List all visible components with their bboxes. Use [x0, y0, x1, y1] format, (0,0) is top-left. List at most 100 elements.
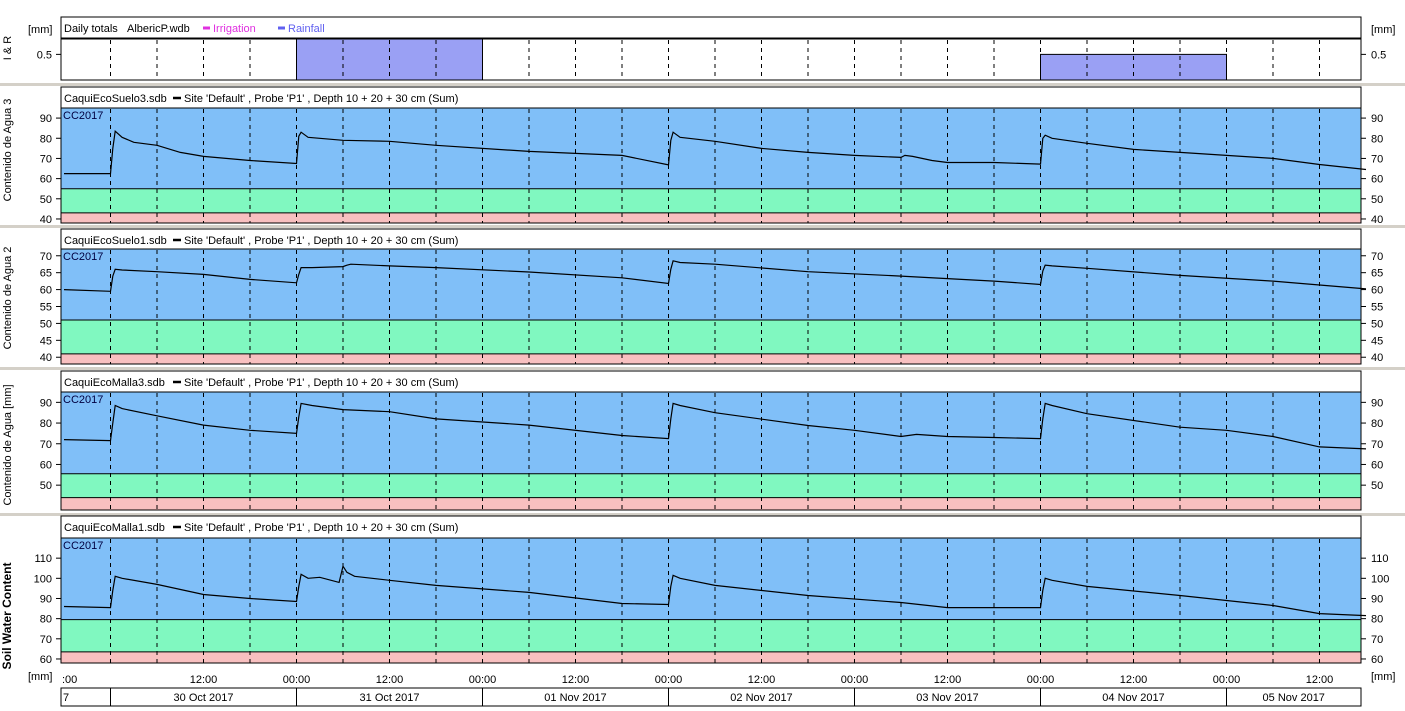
bottom-unit-right: [mm]: [1371, 671, 1395, 683]
full-band: [61, 392, 1361, 474]
time-tick-label: 12:00: [190, 674, 218, 686]
band-label: CC2017: [63, 540, 103, 552]
y-tick-label-left: 45: [40, 335, 52, 347]
date-label: 05 Nov 2017: [1263, 692, 1325, 704]
y-tick-label-right: 65: [1371, 268, 1383, 280]
time-tick-label: 00:00: [841, 674, 869, 686]
y-tick-label-right: 90: [1371, 593, 1383, 605]
band-label: CC2017: [63, 110, 103, 122]
y-tick-label-left: 70: [40, 634, 52, 646]
y-tick-label-left: 60: [40, 654, 52, 666]
y-tick-label-right: 80: [1371, 133, 1383, 145]
y-axis-label: Contenido de Agua [mm]: [2, 384, 14, 505]
y-tick-label-right: 60: [1371, 459, 1383, 471]
legend-text: Site 'Default' , Probe 'P1' , Depth 10 +…: [184, 377, 458, 389]
y-tick-label-right: 60: [1371, 285, 1383, 297]
y-tick-label-left: 110: [34, 553, 52, 565]
y-tick-label-right: 45: [1371, 335, 1383, 347]
panel-splitter: [0, 83, 1405, 86]
time-tick-label: 00:00: [1027, 674, 1055, 686]
panel-soil-water-mm: 50 50 60 60 70 70 80 80 90 90 Contenido de Agua [m…: [2, 370, 1383, 511]
time-axis: :00 12:00 00:00 12:00 00:00 12:00 00:00 12:00 00…: [60, 662, 1362, 707]
date-label: 03 Nov 2017: [916, 692, 978, 704]
y-tick-label-right: 80: [1371, 614, 1383, 626]
time-tick-label: 12:00: [748, 674, 776, 686]
optimal-band: [61, 473, 1361, 498]
y-tick-label-right: 50: [1371, 318, 1383, 330]
y-tick-label-left: 70: [40, 251, 52, 263]
time-tick-label: 12:00: [934, 674, 962, 686]
bottom-unit-left: [mm]: [28, 671, 52, 683]
y-axis-label: I & R: [2, 36, 14, 61]
y-tick-label-left: 80: [40, 614, 52, 626]
time-tick-label: 12:00: [1306, 674, 1334, 686]
stress-band: [61, 497, 1361, 510]
full-band: [61, 249, 1361, 321]
plot-frame: [60, 107, 1362, 224]
chart-title: Daily totals: [64, 23, 118, 35]
date-label: 04 Nov 2017: [1102, 692, 1164, 704]
y-tick-label-right: 110: [1371, 553, 1389, 565]
date-label: 31 Oct 2017: [360, 692, 420, 704]
y-tick-label-right: 70: [1371, 439, 1383, 451]
panel-splitter: [0, 225, 1405, 228]
date-label-partial: 7: [63, 692, 69, 704]
soil-water-trace: [63, 402, 1367, 450]
full-band: [61, 108, 1361, 189]
time-tick-label: 12:00: [1120, 674, 1148, 686]
legend-text: Site 'Default' , Probe 'P1' , Depth 10 +…: [184, 522, 458, 534]
band-label: CC2017: [63, 251, 103, 263]
y-tick-label-left: 100: [34, 573, 52, 585]
legend-rainfall: Rainfall: [288, 23, 325, 35]
y-tick-label-left: 50: [40, 480, 52, 492]
y-tick-label-left: 40: [40, 214, 52, 226]
file-name: CaquiEcoMalla3.sdb: [64, 377, 165, 389]
y-tick-label-left: 70: [40, 153, 52, 165]
panel-soil-water-2: 40 40 45 45 50 50 55 55 60 60 65 65 70 70 Contenido de…: [2, 228, 1383, 365]
unit-label-right: [mm]: [1371, 24, 1395, 36]
file-name: CaquiEcoSuelo3.sdb: [64, 93, 167, 105]
y-tick-label-right: 90: [1371, 397, 1383, 409]
stress-band: [61, 353, 1361, 364]
y-tick-label-right: 40: [1371, 352, 1383, 364]
y-tick-label-left: 60: [40, 174, 52, 186]
y-tick-label-right: 60: [1371, 174, 1383, 186]
stress-band: [61, 651, 1361, 663]
file-name: CaquiEcoSuelo1.sdb: [64, 235, 167, 247]
file-name: CaquiEcoMalla1.sdb: [64, 522, 165, 534]
time-tick-label: 12:00: [376, 674, 404, 686]
y-tick-label-left: 70: [40, 439, 52, 451]
y-tick-label-left: 50: [40, 318, 52, 330]
y-tick-label-left: 90: [40, 113, 52, 125]
y-tick-label-right: 80: [1371, 418, 1383, 430]
y-tick-label-right: 50: [1371, 480, 1383, 492]
soil-water-trace: [64, 130, 1367, 175]
y-tick-label-right: 70: [1371, 634, 1383, 646]
y-tick-label-left: 65: [40, 268, 52, 280]
legend-irrigation: Irrigation: [213, 23, 256, 35]
soil-water-trace: [63, 260, 1367, 292]
optimal-band: [61, 188, 1361, 213]
y-tick-label-left: 55: [40, 302, 52, 314]
panel-splitter: [0, 367, 1405, 370]
legend-text: Site 'Default' , Probe 'P1' , Depth 10 +…: [184, 93, 458, 105]
panel-header: [60, 16, 1362, 39]
y-tick-label-right: 100: [1371, 573, 1389, 585]
y-tick-label-right: 0.5: [1371, 49, 1386, 61]
plot-frame: [60, 38, 1362, 81]
y-tick-label-left: 80: [40, 418, 52, 430]
time-tick-label: 00:00: [1213, 674, 1241, 686]
y-tick-label-right: 90: [1371, 113, 1383, 125]
panel-splitter: [0, 513, 1405, 516]
y-tick-label-left: 80: [40, 133, 52, 145]
y-tick-label-right: 70: [1371, 251, 1383, 263]
time-tick-label: 00:00: [283, 674, 311, 686]
soil-water-trace: [63, 564, 1367, 617]
y-tick-label-right: 55: [1371, 302, 1383, 314]
file-name: AlbericP.wdb: [127, 23, 190, 35]
y-tick-label-left: 90: [40, 593, 52, 605]
stress-band: [61, 212, 1361, 223]
unit-label-left: [mm]: [28, 24, 52, 36]
y-tick-label-left: 60: [40, 459, 52, 471]
